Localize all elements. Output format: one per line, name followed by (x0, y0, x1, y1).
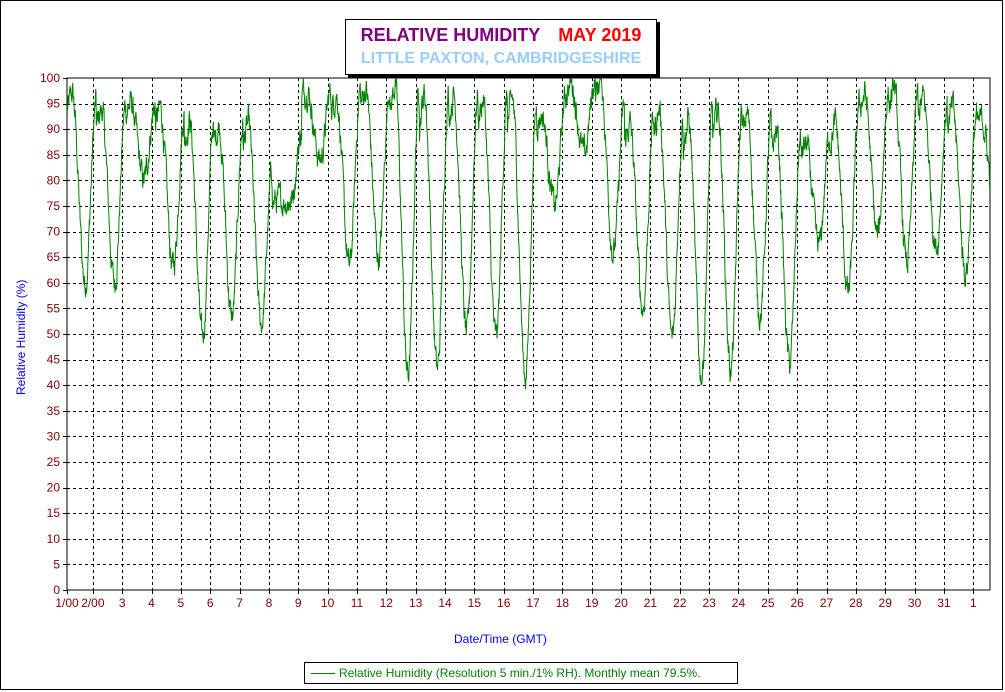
y-tick-label: 5 (53, 557, 60, 571)
y-tick-label: 40 (47, 378, 61, 392)
y-tick-label: 85 (47, 148, 61, 162)
x-tick-label: 7 (236, 596, 243, 610)
legend: Relative Humidity (Resolution 5 min./1% … (304, 662, 738, 684)
y-tick-label: 90 (47, 122, 61, 136)
y-tick-label: 30 (47, 429, 61, 443)
chart-title-box: RELATIVE HUMIDITY MAY 2019 LITTLE PAXTON,… (345, 19, 657, 75)
y-tick-label: 35 (47, 404, 61, 418)
y-tick-label: 25 (47, 455, 61, 469)
y-tick-label: 70 (47, 225, 61, 239)
y-tick-label: 20 (47, 481, 61, 495)
y-tick-label: 80 (47, 173, 61, 187)
y-axis-ticks: 0 5 10 15 20 25 30 35 40 45 50 55 60 65 70 75 80 85 90 95 10… (40, 71, 67, 597)
y-tick-label: 0 (53, 583, 60, 597)
y-tick-label: 50 (47, 327, 61, 341)
y-tick-label: 100 (40, 71, 60, 85)
x-tick-label: 30 (908, 596, 922, 610)
y-tick-label: 55 (47, 301, 61, 315)
x-tick-label: 14 (438, 596, 452, 610)
y-tick-label: 75 (47, 199, 61, 213)
x-tick-label: 10 (321, 596, 335, 610)
chart-title-month: MAY 2019 (558, 25, 642, 45)
chart-title: RELATIVE HUMIDITY MAY 2019 (346, 25, 656, 46)
x-tick-label: 28 (849, 596, 863, 610)
x-tick-label: 2/00 (81, 596, 105, 610)
x-tick-label: 8 (266, 596, 273, 610)
x-tick-label: 29 (879, 596, 893, 610)
x-tick-label: 15 (468, 596, 482, 610)
x-tick-label: 21 (644, 596, 658, 610)
y-tick-label: 45 (47, 353, 61, 367)
x-tick-label: 22 (673, 596, 687, 610)
legend-label: Relative Humidity (Resolution 5 min./1% … (339, 666, 701, 680)
y-axis-title: Relative Humidity (%) (14, 280, 28, 395)
x-tick-label: 26 (791, 596, 805, 610)
x-axis-ticks: 1/00 2/00 3 4 5 6 7 8 9 10 11 12 13 14 15 16 17 18 19 20 21 2… (55, 590, 977, 610)
y-tick-label: 60 (47, 276, 61, 290)
chart-subtitle: LITTLE PAXTON, CAMBRIDGESHIRE (360, 50, 642, 67)
x-tick-label: 4 (148, 596, 155, 610)
y-tick-label: 15 (47, 506, 61, 520)
y-tick-label: 10 (47, 532, 61, 546)
x-tick-label: 24 (732, 596, 746, 610)
x-tick-label: 9 (295, 596, 302, 610)
chart-title-text: RELATIVE HUMIDITY (360, 25, 541, 45)
x-tick-label: 1 (970, 596, 977, 610)
x-tick-label: 20 (614, 596, 628, 610)
x-tick-label: 13 (409, 596, 423, 610)
x-tick-label: 16 (497, 596, 511, 610)
x-tick-label: 25 (761, 596, 775, 610)
x-tick-label: 11 (351, 596, 364, 610)
x-tick-label: 27 (820, 596, 834, 610)
y-tick-label: 95 (47, 97, 61, 111)
x-tick-label: 6 (207, 596, 214, 610)
series-line-relative-humidity (66, 77, 991, 390)
x-tick-label: 12 (380, 596, 394, 610)
x-axis-title: Date/Time (GMT) (454, 632, 547, 646)
x-tick-label: 19 (585, 596, 599, 610)
x-tick-label: 23 (702, 596, 716, 610)
y-tick-label: 65 (47, 250, 61, 264)
x-tick-label: 5 (178, 596, 185, 610)
x-tick-label: 17 (526, 596, 540, 610)
x-tick-label: 1/00 (55, 596, 79, 610)
x-tick-label: 18 (556, 596, 570, 610)
x-tick-label: 3 (119, 596, 126, 610)
legend-swatch (311, 673, 335, 674)
x-tick-label: 31 (937, 596, 951, 610)
